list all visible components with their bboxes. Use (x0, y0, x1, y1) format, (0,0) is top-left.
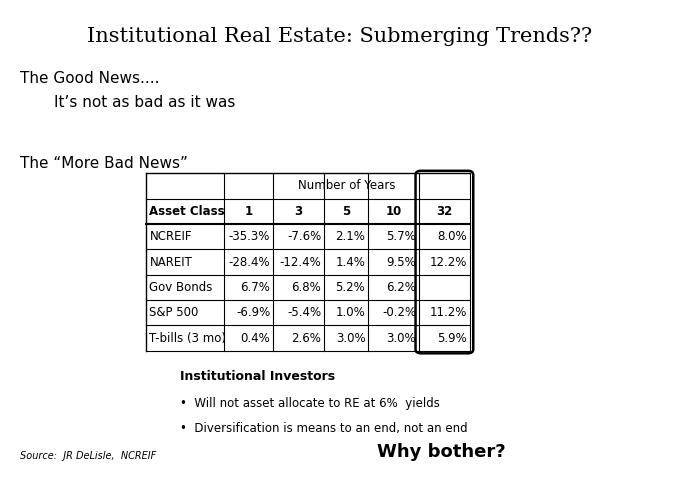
Text: 32: 32 (437, 205, 452, 218)
Text: S&P 500: S&P 500 (149, 306, 199, 319)
Text: 10: 10 (386, 205, 401, 218)
Text: 12.2%: 12.2% (430, 256, 467, 268)
Text: 6.7%: 6.7% (240, 281, 270, 294)
Text: It’s not as bad as it was: It’s not as bad as it was (54, 95, 236, 110)
Text: -6.9%: -6.9% (236, 306, 270, 319)
Text: -28.4%: -28.4% (229, 256, 270, 268)
Text: 1.4%: 1.4% (335, 256, 365, 268)
Text: Institutional Investors: Institutional Investors (181, 370, 335, 384)
Text: 2.6%: 2.6% (291, 332, 321, 345)
Text: 11.2%: 11.2% (430, 306, 467, 319)
Text: Why bother?: Why bother? (377, 443, 506, 461)
Text: 0.4%: 0.4% (240, 332, 270, 345)
Text: •  Diversification is means to an end, not an end: • Diversification is means to an end, no… (180, 422, 468, 435)
Text: Institutional Real Estate: Submerging Trends??: Institutional Real Estate: Submerging Tr… (87, 27, 592, 46)
Text: 5: 5 (342, 205, 350, 218)
Text: 9.5%: 9.5% (386, 256, 416, 268)
Text: -7.6%: -7.6% (287, 230, 321, 243)
Text: 2.1%: 2.1% (335, 230, 365, 243)
Text: 1: 1 (244, 205, 253, 218)
Text: T-bills (3 mo): T-bills (3 mo) (149, 332, 226, 345)
Text: 8.0%: 8.0% (437, 230, 467, 243)
Text: 6.8%: 6.8% (291, 281, 321, 294)
Text: 3.0%: 3.0% (386, 332, 416, 345)
Text: Asset Class: Asset Class (149, 205, 225, 218)
Text: -5.4%: -5.4% (287, 306, 321, 319)
Text: 5.9%: 5.9% (437, 332, 467, 345)
Text: -12.4%: -12.4% (280, 256, 321, 268)
Text: 3: 3 (295, 205, 302, 218)
Text: The “More Bad News”: The “More Bad News” (20, 156, 188, 171)
Text: 6.2%: 6.2% (386, 281, 416, 294)
Text: Gov Bonds: Gov Bonds (149, 281, 213, 294)
Text: •  Will not asset allocate to RE at 6%  yields: • Will not asset allocate to RE at 6% yi… (180, 397, 440, 410)
Text: 1.0%: 1.0% (335, 306, 365, 319)
Text: The Good News....: The Good News.... (20, 71, 160, 86)
Text: -35.3%: -35.3% (229, 230, 270, 243)
Text: 5.2%: 5.2% (335, 281, 365, 294)
Text: NAREIT: NAREIT (149, 256, 192, 268)
Text: Number of Years: Number of Years (298, 180, 396, 192)
Text: 3.0%: 3.0% (335, 332, 365, 345)
Text: 5.7%: 5.7% (386, 230, 416, 243)
Text: NCREIF: NCREIF (149, 230, 192, 243)
Text: -0.2%: -0.2% (382, 306, 416, 319)
Text: Source:  JR DeLisle,  NCREIF: Source: JR DeLisle, NCREIF (20, 451, 157, 461)
